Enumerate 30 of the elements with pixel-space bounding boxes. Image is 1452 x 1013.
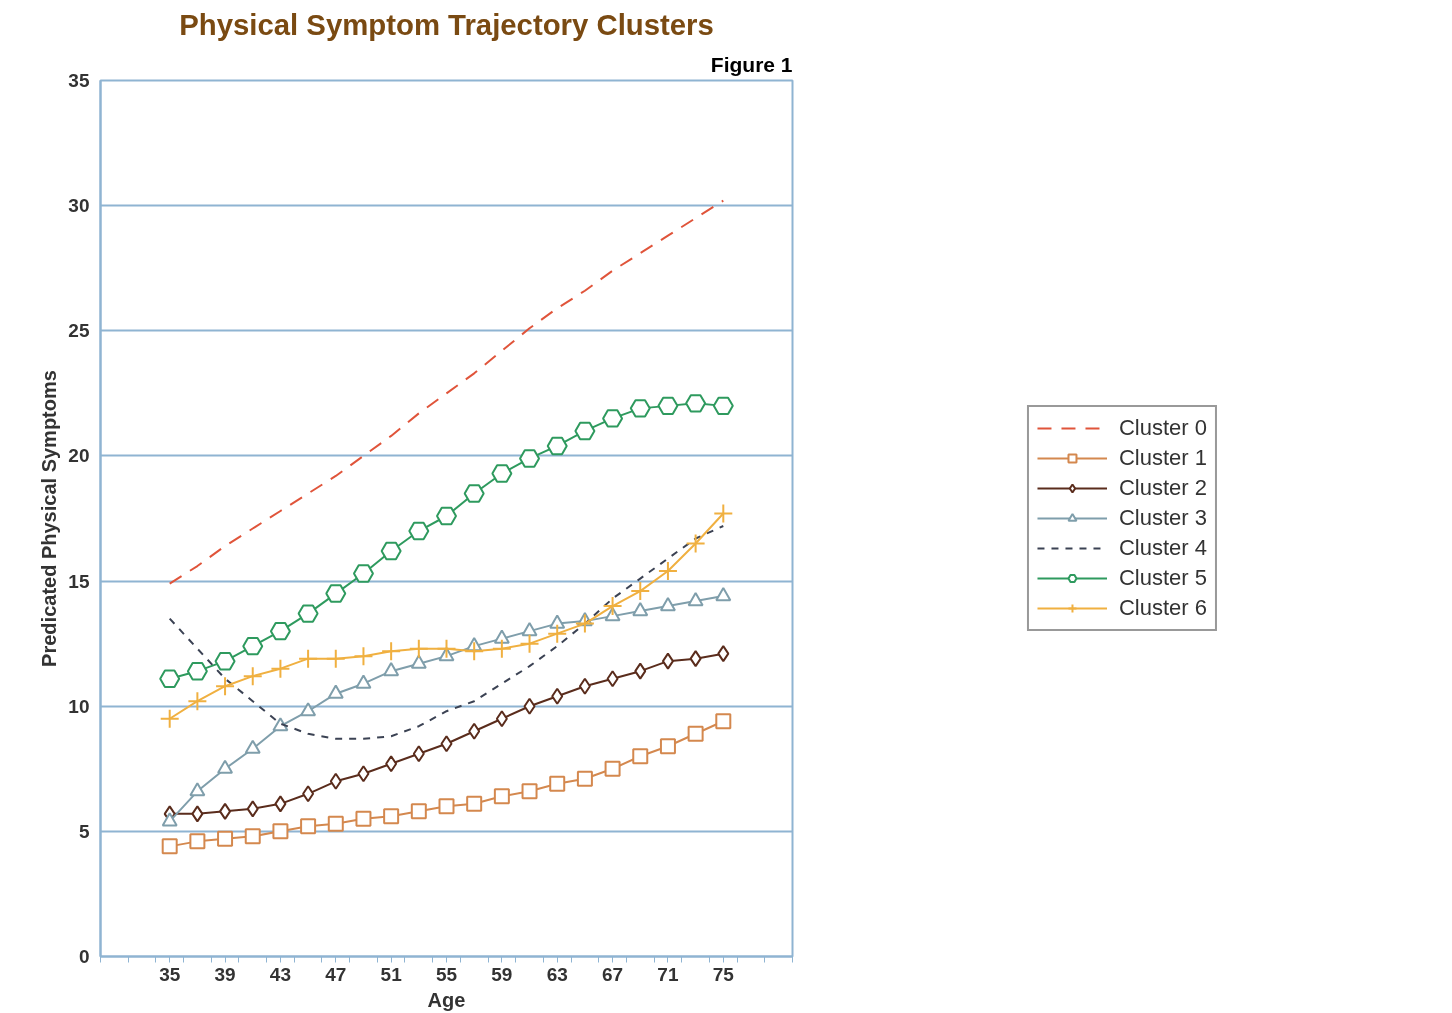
legend-label: Cluster 2: [1118, 475, 1208, 501]
x-axis-title: Age: [427, 988, 466, 1011]
legend-label: Cluster 0: [1118, 415, 1208, 441]
legend-label: Cluster 1: [1118, 445, 1208, 471]
y-tick-label: 5: [78, 820, 90, 842]
legend-label: Cluster 3: [1118, 505, 1208, 531]
legend-label: Cluster 4: [1118, 535, 1208, 561]
y-tick-label: 35: [68, 70, 90, 91]
x-tick-label: 75: [712, 963, 735, 985]
x-tick-label: 63: [546, 963, 568, 985]
x-tick-label: 59: [491, 963, 513, 985]
x-tick-label: 55: [435, 963, 458, 985]
x-tick-label: 71: [657, 963, 679, 985]
y-tick-label: 15: [68, 570, 90, 592]
x-tick-label: 47: [325, 963, 347, 985]
y-tick-label: 0: [78, 946, 90, 967]
y-tick-label: 25: [68, 320, 90, 342]
y-tick-label: 20: [68, 445, 90, 467]
x-tick-label: 39: [214, 963, 236, 985]
y-axis-title: Predicated Physical Symptoms: [38, 370, 61, 667]
legend-label: Cluster 6: [1118, 595, 1208, 621]
y-tick-label: 10: [68, 695, 90, 717]
x-tick-label: 43: [269, 963, 291, 985]
x-tick-label: 51: [380, 963, 403, 985]
caption: Figure 1: [710, 52, 793, 76]
legend-label: Cluster 5: [1118, 565, 1208, 591]
x-tick-label: 67: [602, 963, 624, 985]
chart-title: Physical Symptom Trajectory Clusters: [179, 7, 714, 41]
x-tick-label: 35: [159, 963, 181, 985]
y-tick-label: 30: [68, 195, 90, 217]
